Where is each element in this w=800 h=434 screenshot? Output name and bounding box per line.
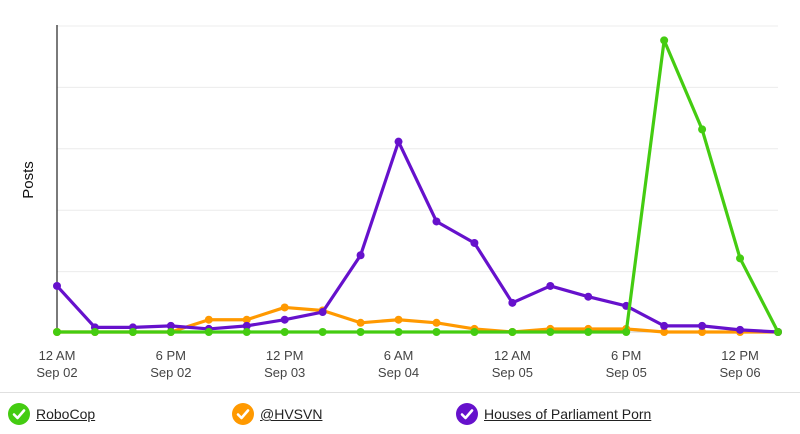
legend: RoboCop @HVSVN Houses of Parliament Porn [0,392,800,434]
data-point[interactable] [280,328,289,336]
x-tick-label: 6 AM [384,348,414,363]
data-point[interactable] [546,281,555,290]
series-line [55,38,780,334]
x-tick-label: 12 AM [39,348,76,363]
data-point[interactable] [356,318,365,327]
data-point[interactable] [394,137,403,146]
data-point[interactable] [698,125,707,134]
x-tick-date-label: Sep 06 [719,365,760,380]
series-robocop [53,36,782,336]
data-point[interactable] [660,36,669,45]
x-tick-label: 6 PM [611,348,641,363]
x-tick-date-label: Sep 03 [264,365,305,380]
data-point[interactable] [280,303,289,312]
check-circle-icon [8,403,30,425]
data-point[interactable] [128,328,137,336]
y-axis-title: Posts [20,161,37,199]
data-point[interactable] [53,328,61,336]
data-point[interactable] [584,292,593,301]
x-tick-date-label: Sep 02 [36,365,77,380]
data-point[interactable] [698,321,707,330]
data-point[interactable] [432,217,441,226]
x-tick-label: 6 PM [156,348,186,363]
legend-label: Houses of Parliament Porn [484,406,652,422]
series-houses-of-parliament-porn [53,137,782,336]
x-tick-label: 12 AM [494,348,531,363]
data-point[interactable] [584,328,593,336]
data-point[interactable] [204,315,213,324]
series-line [55,305,780,334]
data-point[interactable] [774,328,782,336]
check-circle-icon [232,403,254,425]
data-point[interactable] [204,328,213,336]
data-point[interactable] [736,254,745,263]
series-layer [53,36,782,336]
data-point[interactable] [508,328,517,336]
data-point[interactable] [166,328,175,336]
data-point[interactable] [470,328,479,336]
data-point[interactable] [432,318,441,327]
legend-label: RoboCop [36,406,96,422]
data-point[interactable] [622,328,631,336]
x-tick-date-label: Sep 04 [378,365,419,380]
data-point[interactable] [432,328,441,336]
legend-item-hvsvn[interactable]: @HVSVN [232,403,322,425]
data-point[interactable] [280,315,289,324]
x-tick-label: 12 PM [266,348,304,363]
data-point[interactable] [736,325,745,334]
legend-item-houses-of-parliament-porn[interactable]: Houses of Parliament Porn [456,403,651,425]
line-chart: Posts 12 AM Sep 02 6 PM Sep 02 12 PM Sep 03 6 … [20,25,782,380]
data-point[interactable] [318,308,327,317]
legend-label: @HVSVN [260,406,323,422]
data-point[interactable] [546,328,555,336]
data-point[interactable] [394,328,403,336]
data-point[interactable] [356,251,365,260]
series-line [55,140,780,334]
x-tick-label: 12 PM [721,348,759,363]
data-point[interactable] [660,328,669,336]
data-point[interactable] [660,321,669,330]
legend-item-robocop[interactable]: RoboCop [8,403,95,425]
data-point[interactable] [242,321,251,330]
grid-lines [57,25,778,273]
x-tick-date-label: Sep 02 [150,365,191,380]
data-point[interactable] [508,298,517,307]
data-point[interactable] [698,328,707,336]
data-point[interactable] [318,328,327,336]
data-point[interactable] [394,315,403,324]
data-point[interactable] [242,315,251,324]
data-point[interactable] [53,281,61,290]
data-point[interactable] [356,328,365,336]
data-point[interactable] [90,328,99,336]
x-tick-date-label: Sep 05 [606,365,647,380]
data-point[interactable] [166,321,175,330]
data-point[interactable] [242,328,251,336]
x-axis-ticks: 12 AM Sep 02 6 PM Sep 02 12 PM Sep 03 6 AM Sep … [36,348,760,380]
check-circle-icon [456,403,478,425]
x-tick-date-label: Sep 05 [492,365,533,380]
data-point[interactable] [470,238,479,247]
